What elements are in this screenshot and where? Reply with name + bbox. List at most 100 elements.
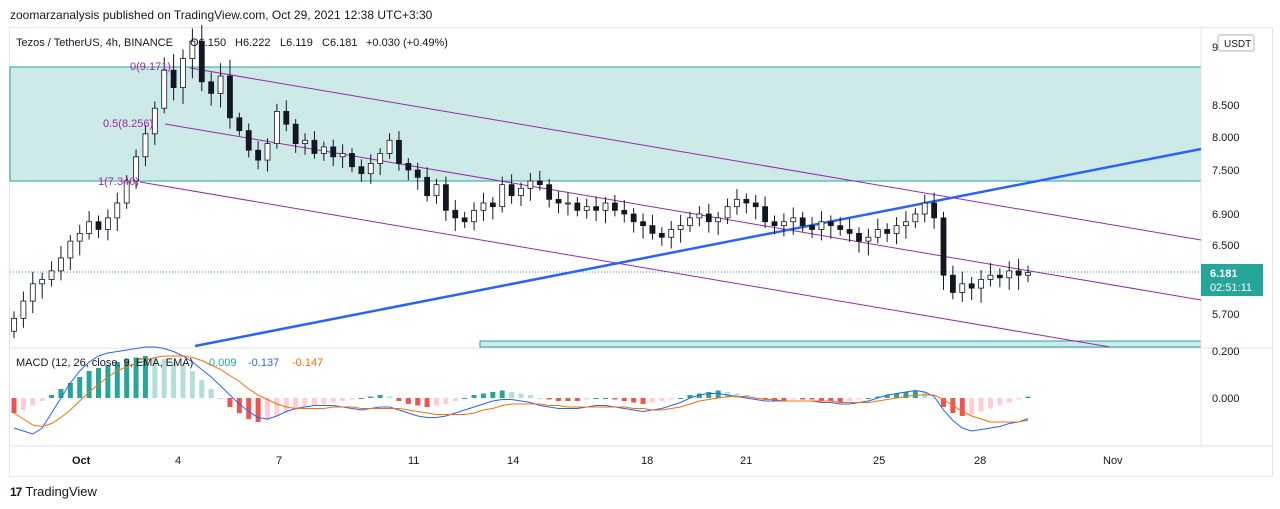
macd-histogram-bar — [903, 392, 909, 398]
macd-histogram-bar — [640, 398, 646, 404]
candle-body — [367, 162, 374, 175]
candle-body — [996, 274, 1003, 279]
macd-histogram-bar — [941, 398, 946, 407]
currency-badge-box — [1217, 34, 1255, 52]
macd-histogram-bar — [959, 398, 965, 416]
candle-body — [452, 209, 459, 219]
candle-body — [151, 107, 158, 135]
candle-body — [339, 153, 346, 158]
candle-body — [11, 317, 17, 332]
macd-histogram-bar — [969, 398, 975, 415]
candle-body — [696, 213, 703, 219]
macd-histogram-bar — [800, 398, 806, 400]
macd-title: MACD (12, 26, close, 9, EMA, EMA) — [16, 357, 193, 369]
fib-label-0: 0(9.171) — [130, 61, 171, 73]
macd-histogram-bar — [687, 395, 693, 398]
candle-body — [273, 111, 280, 145]
candle-body — [86, 221, 93, 234]
rising-trendline — [194, 147, 1202, 348]
macd-histogram-bar — [96, 368, 101, 398]
candle-body — [790, 217, 797, 223]
channel-line-top — [189, 67, 1202, 241]
candle-body — [771, 221, 778, 227]
macd-histogram-bar — [11, 398, 17, 413]
candle-body — [433, 184, 440, 197]
macd-histogram-bar — [865, 398, 871, 399]
macd-histogram-group — [11, 356, 1031, 422]
macd-histogram-bar — [39, 398, 45, 401]
candle-body — [424, 176, 431, 197]
macd-histogram-bar — [1006, 398, 1012, 403]
candle-body — [630, 213, 637, 223]
last-price-value: 6.181 — [1210, 268, 1238, 280]
y-tick-8000: 8.000 — [1212, 132, 1240, 144]
last-price-timer: 02:51:11 — [1210, 282, 1252, 294]
x-tick-nov: Nov — [1103, 455, 1123, 467]
x-tick-14: 14 — [507, 455, 519, 467]
macd-histogram-bar — [152, 357, 158, 398]
candle-body — [574, 202, 581, 211]
candle-body — [752, 202, 759, 208]
macd-histogram-bar — [396, 398, 402, 401]
macd-histogram-bar — [715, 390, 721, 398]
candle-body — [818, 221, 825, 230]
macd-histogram-bar — [631, 398, 637, 403]
macd-histogram-bar — [330, 398, 336, 403]
macd-histogram-bar — [171, 362, 177, 398]
macd-histogram-bar — [556, 398, 562, 401]
candle-body — [480, 202, 487, 211]
candle-body — [518, 187, 524, 197]
symbol-title: Tezos / TetherUS, 4h, BINANCE — [16, 37, 173, 49]
candle-body — [330, 146, 337, 158]
ohlc-high: H6.222 — [235, 37, 270, 49]
candle-body — [1006, 270, 1013, 279]
footer-brand[interactable]: 17 TradingView — [10, 484, 97, 499]
macd-histogram-bar — [405, 398, 411, 404]
macd-histogram-bar — [490, 392, 496, 398]
y-tick-5700: 5.700 — [1212, 309, 1240, 321]
candle-body — [95, 221, 102, 230]
candle-body — [217, 75, 224, 94]
candle-body — [142, 133, 149, 158]
macd-tick-zero: 0.000 — [1212, 393, 1240, 405]
ohlc-open: O6.150 — [190, 37, 226, 49]
macd-histogram-bar — [340, 398, 346, 401]
x-tick-18: 18 — [641, 455, 653, 467]
macd-histogram-bar — [537, 398, 543, 399]
macd-histogram-bar — [912, 390, 918, 398]
candle-body — [949, 274, 956, 293]
macd-histogram-bar — [987, 398, 993, 409]
candle-body — [856, 232, 862, 242]
macd-histogram-bar — [894, 393, 900, 398]
macd-histogram-bar — [781, 398, 787, 401]
candle-body — [227, 75, 233, 119]
macd-histogram-bar — [678, 398, 684, 399]
candle-body — [593, 206, 600, 211]
candle-body — [621, 209, 628, 215]
macd-histogram-bar — [255, 398, 261, 422]
candle-body — [799, 217, 806, 227]
candle-body — [903, 221, 909, 227]
chart-frame[interactable] — [9, 27, 1273, 477]
macd-histogram-bar — [283, 398, 289, 413]
macd-histogram-bar — [978, 398, 984, 412]
macd-value-macd: -0.137 — [248, 357, 279, 369]
macd-histogram-bar — [612, 398, 618, 400]
candle-body — [386, 139, 393, 154]
candle-body — [546, 184, 553, 200]
candle-body — [705, 213, 712, 223]
macd-histogram-bar — [274, 398, 280, 416]
footer-brand-text: TradingView — [25, 484, 97, 499]
candle-body — [602, 202, 609, 211]
candle-body — [668, 229, 675, 238]
y-tick-6500: 6.500 — [1212, 240, 1240, 252]
fib-label-05: 0.5(8.256) — [103, 118, 153, 130]
candle-body — [583, 206, 590, 211]
x-tick-oct: Oct — [72, 455, 91, 467]
candle-body — [940, 217, 947, 276]
ohlc-low: L6.119 — [280, 37, 313, 49]
candle-body — [959, 283, 966, 293]
candle-body — [837, 225, 844, 230]
candle-body — [208, 81, 215, 94]
